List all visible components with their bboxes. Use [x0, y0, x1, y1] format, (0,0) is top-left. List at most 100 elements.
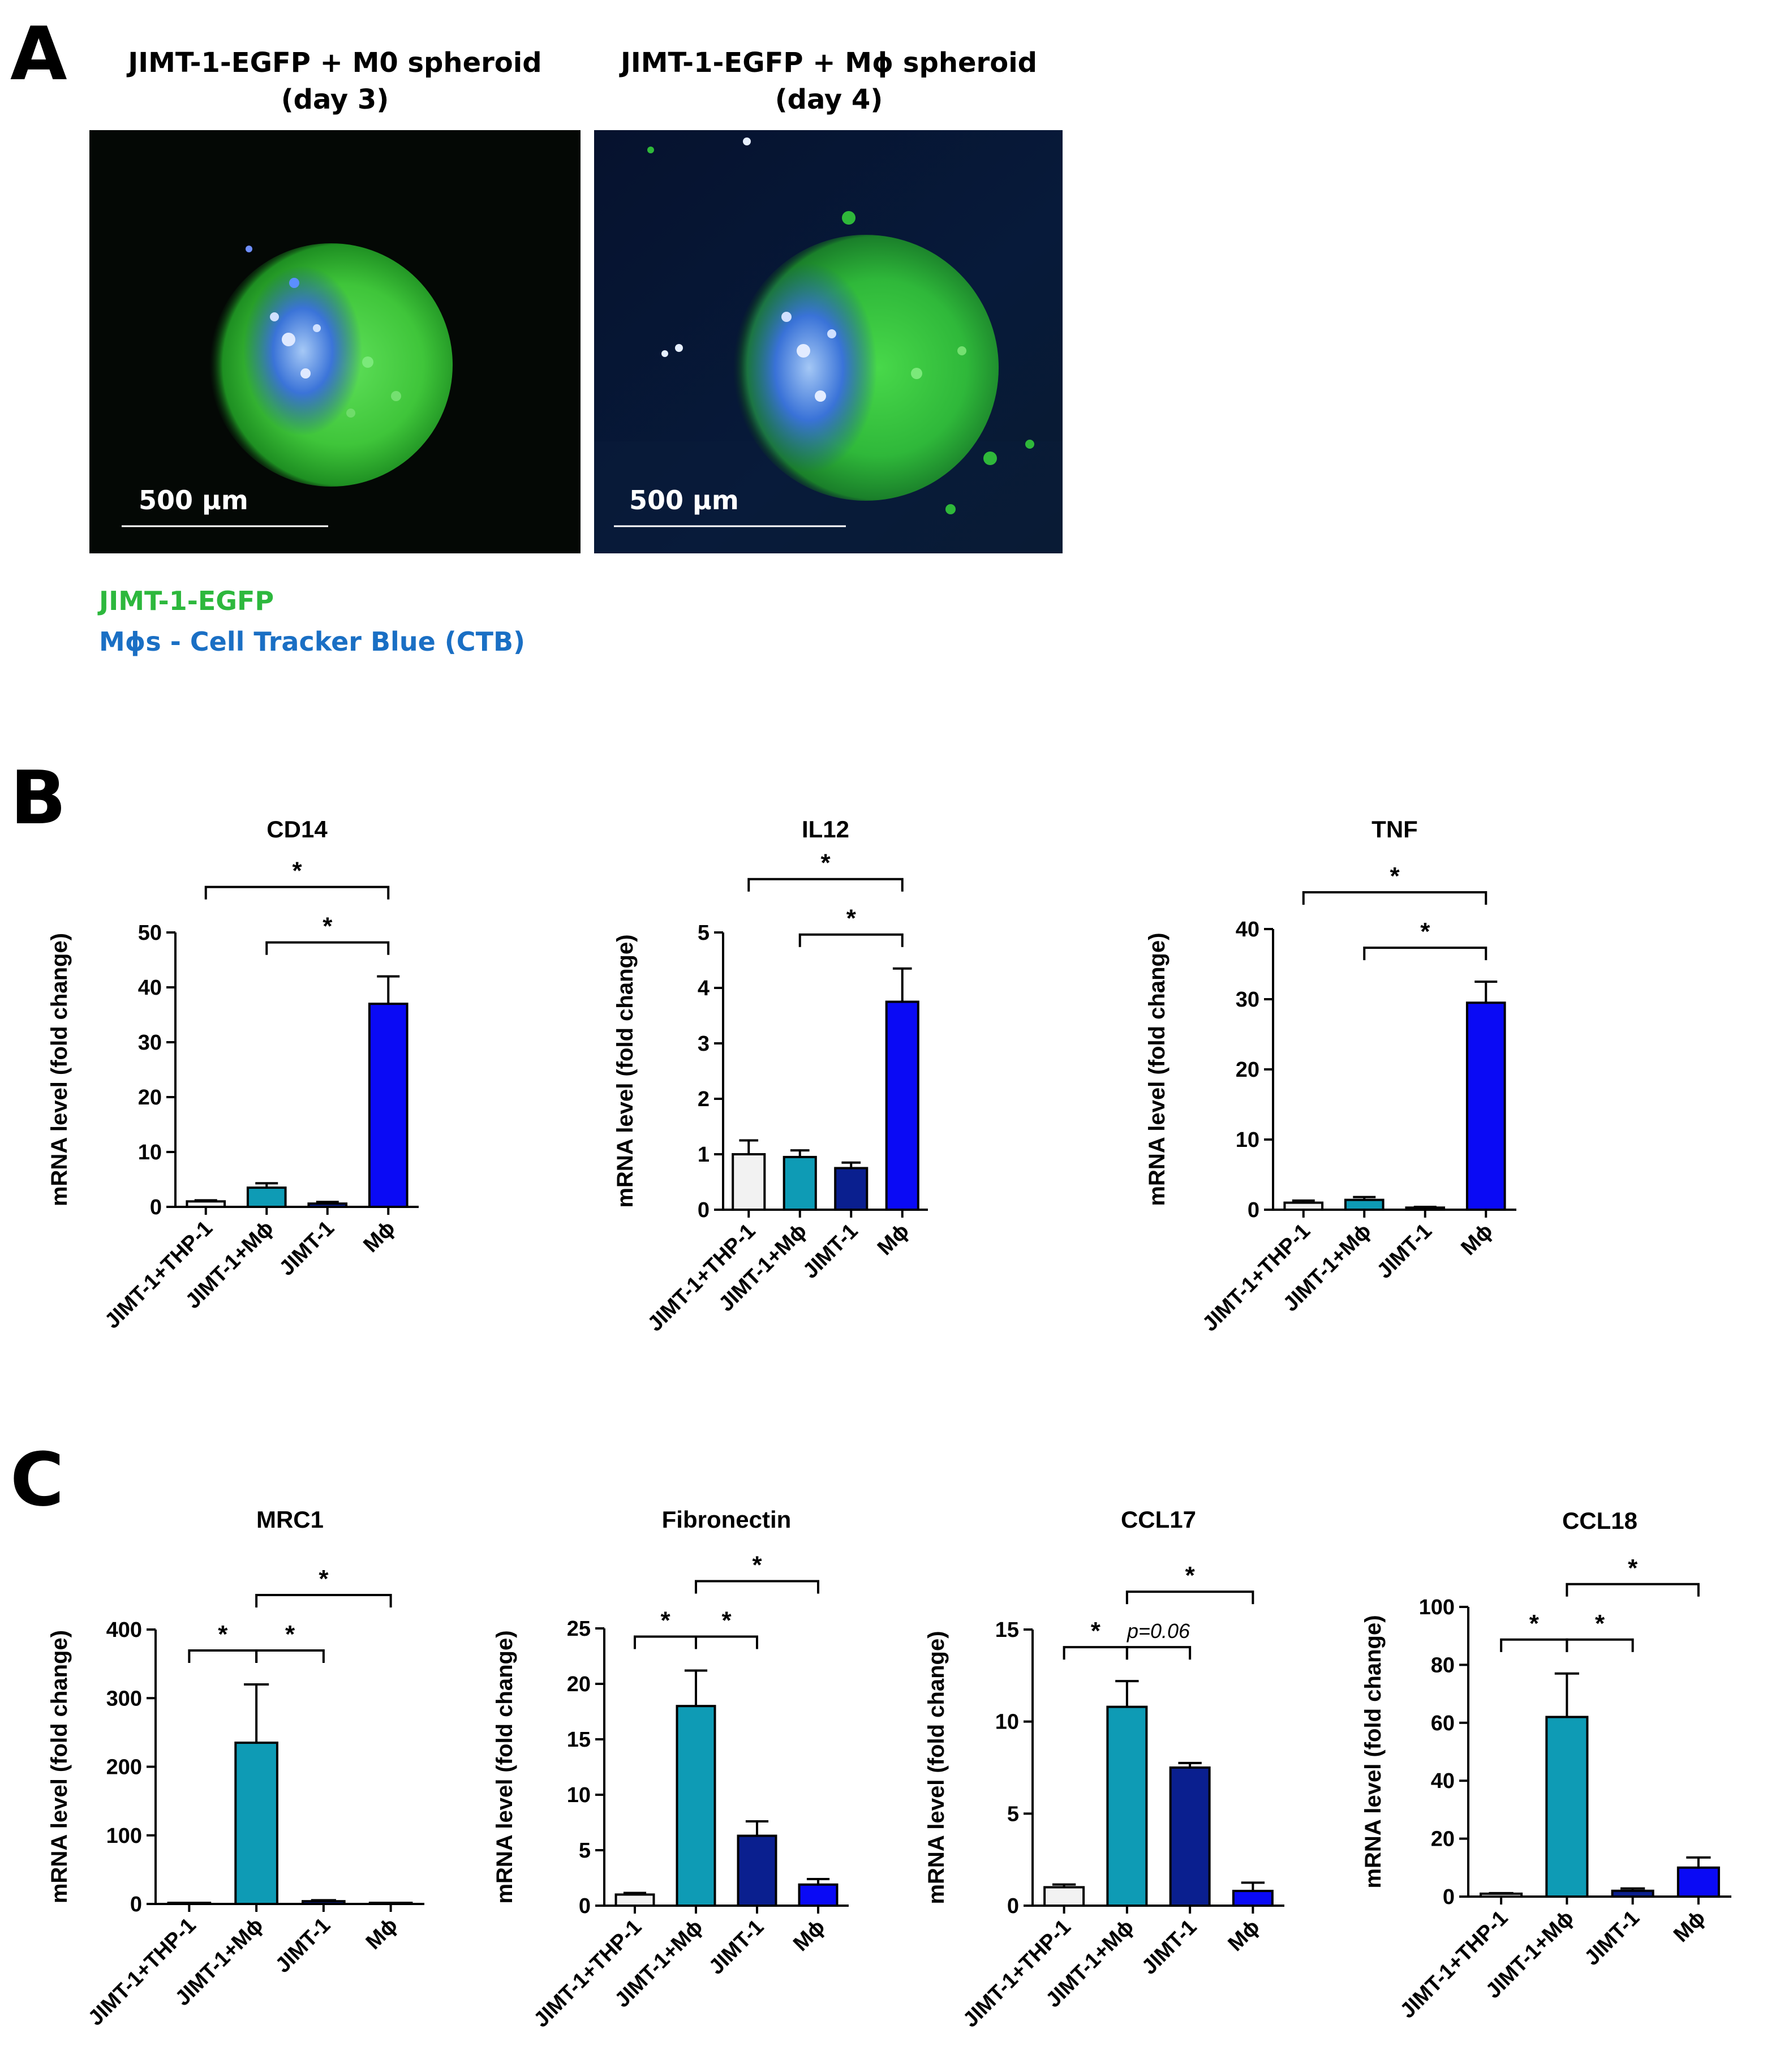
chart-0-ytick-label-1: 10	[138, 1141, 162, 1164]
chart-2-bar-3	[1465, 1001, 1506, 1211]
chart-3-ytick-label-3: 300	[106, 1687, 142, 1710]
chart-5-bracket-label-0: *	[1091, 1617, 1101, 1645]
chart-4-ytick-label-5: 25	[567, 1617, 591, 1641]
chart-1-bar-1	[783, 1155, 817, 1211]
chart-6-ylabel: mRNA level (fold change)	[1361, 1615, 1386, 1888]
chart-4-bracket-1	[695, 1635, 758, 1649]
chart-5: CCL17 mRNA level (fold change) 0 5 10 15 JIMT-…	[924, 1506, 1284, 2032]
chart-6-ytick-label-1: 20	[1431, 1828, 1455, 1851]
chart-6-bracket-label-0: *	[1529, 1610, 1540, 1637]
chart-6-ytick-label-2: 40	[1431, 1769, 1455, 1793]
micrograph-1-title-line1: JIMT-1-EGFP + M0 spheroid	[126, 47, 541, 79]
chart-0-bracket-label-0: *	[292, 857, 302, 885]
chart-2-ytick-label-3: 30	[1236, 988, 1259, 1012]
chart-1-category-label-2: JIMT-1	[798, 1219, 862, 1283]
chart-4-ytick-label-1: 5	[579, 1839, 591, 1863]
chart-3-bracket-2	[255, 1594, 392, 1607]
chart-0-category-label-0: JIMT-1+THP-1	[100, 1216, 217, 1334]
chart-1: IL12 mRNA level (fold change) 0 1 2 3 4 5 JIMT-1…	[613, 816, 928, 1336]
chart-2-category-label-3: Mϕ	[1456, 1219, 1497, 1260]
chart-1-bar-0	[732, 1153, 766, 1211]
chart-0: CD14 mRNA level (fold change) 0 10 20 30 40 50 J…	[47, 816, 419, 1333]
chart-3-bar-1	[234, 1742, 278, 1905]
chart-3-ytick-label-1: 100	[106, 1824, 142, 1848]
chart-6-bar-3	[1676, 1866, 1720, 1898]
chart-2-bracket-label-0: *	[1390, 862, 1400, 890]
chart-0-ytick-label-0: 0	[150, 1196, 162, 1219]
chart-3-ylabel: mRNA level (fold change)	[47, 1630, 72, 1903]
chart-0-ylabel: mRNA level (fold change)	[47, 933, 72, 1206]
chart-5-title: CCL17	[1121, 1506, 1196, 1533]
chart-5-ylabel: mRNA level (fold change)	[924, 1631, 949, 1904]
chart-1-bar-2	[834, 1167, 869, 1211]
chart-5-bracket-label-1: p=0.06	[1127, 1619, 1190, 1643]
chart-6-bracket-1	[1566, 1638, 1634, 1652]
chart-4-bar-1	[676, 1705, 716, 1907]
micrograph-1	[89, 130, 581, 553]
chart-4-ytick-label-0: 0	[579, 1894, 591, 1918]
chart-2-title: TNF	[1372, 816, 1418, 842]
micrograph-2	[594, 130, 1063, 553]
chart-6-category-label-3: Mϕ	[1669, 1906, 1710, 1947]
chart-5-bar-2	[1169, 1766, 1211, 1907]
chart-3-ytick-label-2: 200	[106, 1756, 142, 1779]
micrograph-1-title-line2: (day 3)	[281, 84, 389, 115]
chart-3-bracket-label-0: *	[218, 1620, 228, 1648]
chart-2: TNF mRNA level (fold change) 0 10 20 30 40 JIMT…	[1145, 816, 1516, 1336]
chart-4-bar-0	[614, 1893, 655, 1907]
chart-6: CCL18 mRNA level (fold change) 0 20 40 60 80 10…	[1361, 1507, 1731, 2023]
chart-0-bar-0	[186, 1200, 226, 1209]
chart-3: MRC1 mRNA level (fold change) 0 100 200 300 40…	[47, 1506, 424, 2030]
chart-5-category-label-2: JIMT-1	[1137, 1915, 1201, 1979]
chart-1-category-label-3: Mϕ	[873, 1219, 914, 1260]
chart-6-ytick-label-5: 100	[1419, 1596, 1455, 1619]
panel-letter-c: C	[10, 1437, 64, 1523]
chart-5-bar-0	[1043, 1886, 1085, 1907]
chart-6-bar-1	[1545, 1716, 1589, 1898]
chart-4-bar-3	[798, 1883, 839, 1907]
chart-0-bracket-label-1: *	[323, 913, 333, 940]
micrograph-1-scale-label: 500 µm	[139, 485, 248, 515]
chart-2-ylabel: mRNA level (fold change)	[1145, 932, 1170, 1206]
chart-5-bracket-2	[1125, 1590, 1254, 1605]
chart-4-bracket-label-2: *	[752, 1551, 762, 1579]
chart-0-bracket-1	[265, 941, 390, 955]
chart-6-bracket-label-2: *	[1628, 1554, 1638, 1582]
chart-3-bracket-1	[255, 1649, 325, 1663]
chart-4-bracket-0	[634, 1635, 697, 1649]
micrograph-2-title-line1: JIMT-1-EGFP + Mϕ spheroid	[619, 47, 1037, 79]
chart-0-bracket-0	[204, 885, 390, 900]
chart-5-bar-3	[1232, 1889, 1274, 1907]
chart-4-ytick-label-3: 15	[567, 1728, 591, 1752]
chart-0-category-label-3: Mϕ	[359, 1216, 399, 1257]
chart-2-category-label-0: JIMT-1+THP-1	[1198, 1219, 1315, 1336]
chart-2-ytick-label-2: 20	[1236, 1058, 1259, 1082]
chart-0-ytick-label-4: 40	[138, 976, 162, 1000]
chart-4-category-label-0: JIMT-1+THP-1	[530, 1915, 647, 2032]
chart-5-category-label-3: Mϕ	[1224, 1915, 1265, 1956]
panel-letter-a: A	[10, 11, 67, 97]
chart-0-bar-3	[368, 1003, 409, 1208]
chart-2-bar-1	[1344, 1198, 1385, 1211]
chart-3-ytick-label-4: 400	[106, 1618, 142, 1642]
chart-3-title: MRC1	[256, 1506, 324, 1533]
chart-6-ytick-label-4: 80	[1431, 1653, 1455, 1677]
chart-4-ylabel: mRNA level (fold change)	[492, 1630, 517, 1903]
chart-6-bracket-2	[1566, 1583, 1700, 1597]
chart-6-category-label-2: JIMT-1	[1580, 1906, 1644, 1970]
chart-2-ytick-label-0: 0	[1248, 1198, 1259, 1222]
chart-1-bar-3	[885, 1000, 919, 1211]
chart-3-bracket-label-2: *	[319, 1565, 329, 1593]
chart-1-title: IL12	[802, 816, 849, 842]
chart-4-bracket-label-1: *	[721, 1606, 732, 1634]
chart-3-category-label-0: JIMT-1+THP-1	[84, 1914, 201, 2031]
chart-0-ytick-label-5: 50	[138, 921, 162, 945]
chart-4-bar-2	[737, 1834, 777, 1907]
chart-0-bar-2	[307, 1202, 348, 1208]
chart-4-bracket-2	[695, 1580, 819, 1594]
chart-1-bracket-1	[798, 933, 904, 947]
chart-6-bracket-0	[1500, 1638, 1568, 1652]
chart-1-ytick-label-3: 3	[698, 1032, 710, 1056]
chart-4-ytick-label-4: 20	[567, 1673, 591, 1696]
chart-2-ytick-label-1: 10	[1236, 1128, 1259, 1152]
